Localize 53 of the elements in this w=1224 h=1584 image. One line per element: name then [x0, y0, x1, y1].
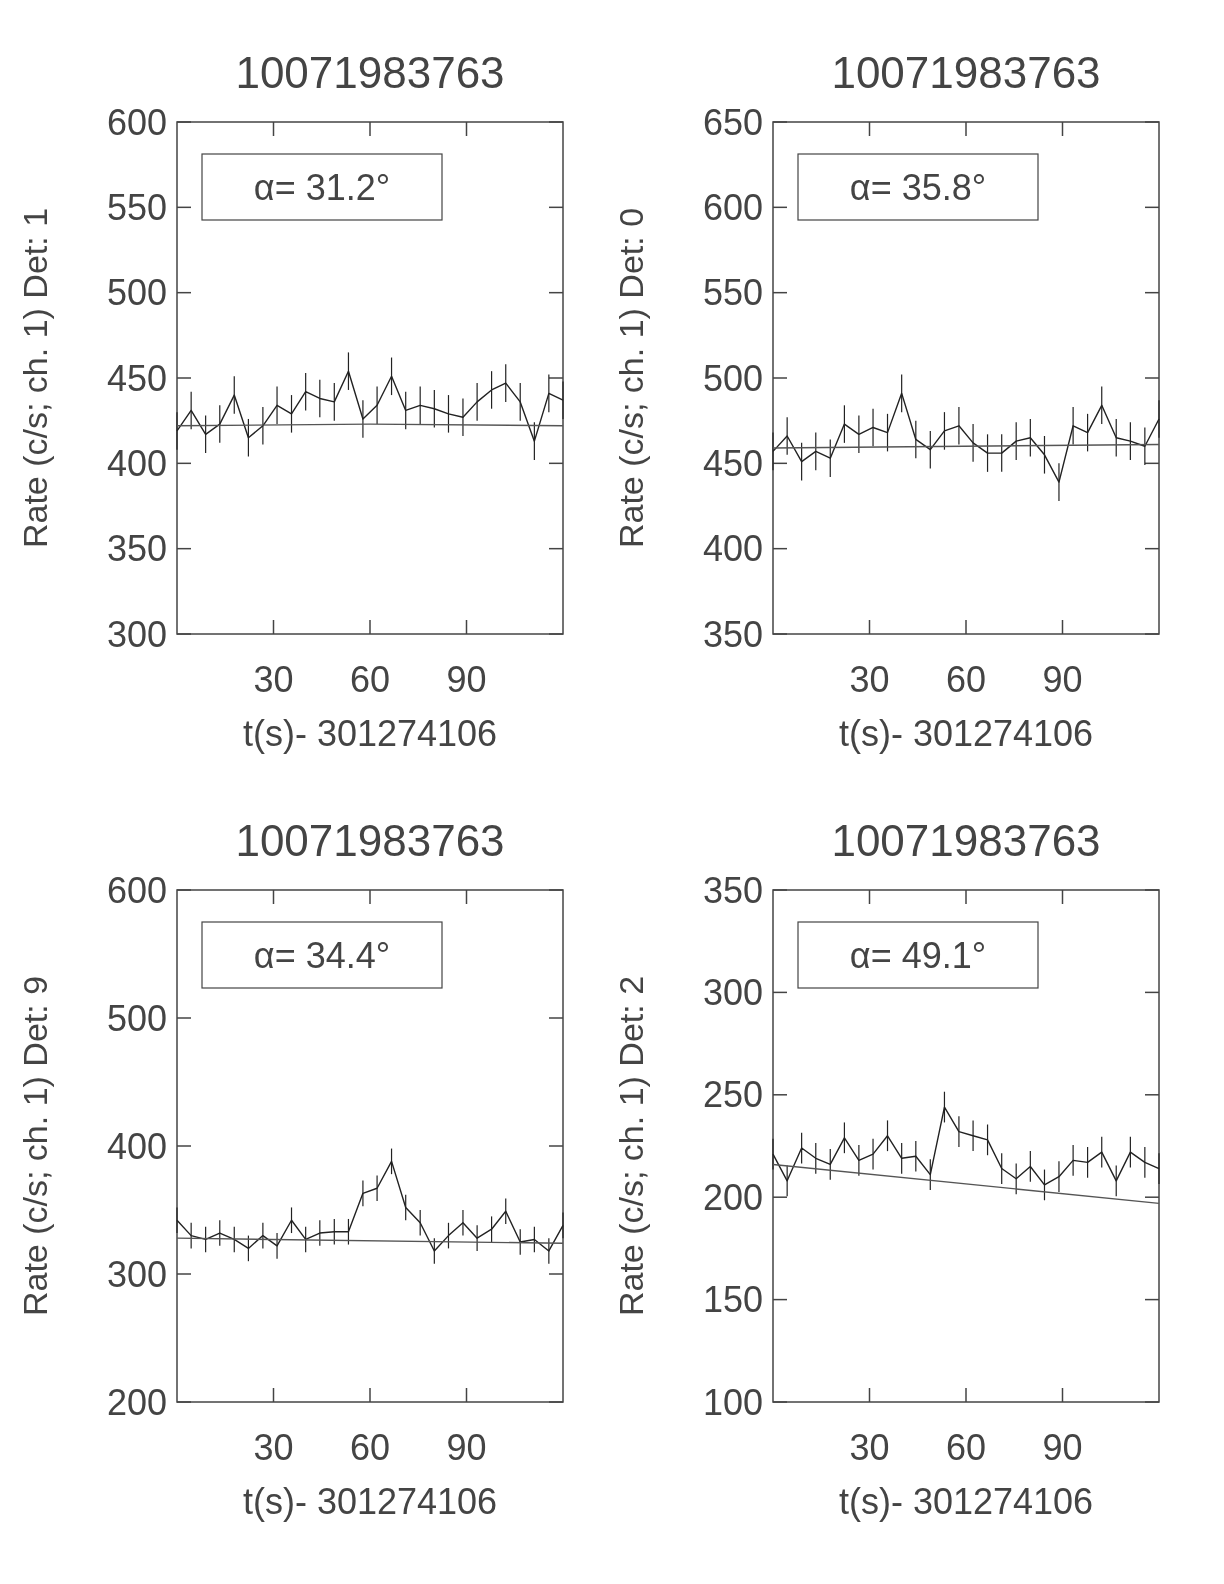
x-tick-label: 90	[446, 659, 487, 700]
x-tick-label: 30	[253, 659, 294, 700]
annotation: α= 31.2°	[253, 166, 391, 208]
y-tick-label: 150	[702, 1279, 763, 1321]
x-tick-label: 60	[349, 659, 391, 700]
x-tick-label: 90	[1042, 1427, 1083, 1468]
x-tick-label: 60	[945, 1427, 987, 1468]
chart-title: 10071983763	[235, 816, 505, 865]
y-axis-title: Rate (c/s; ch. 1) Det: 1	[16, 207, 54, 549]
y-tick-label: 300	[106, 1253, 167, 1295]
x-tick-label: 30	[253, 1427, 294, 1468]
y-tick-label: 650	[702, 101, 763, 143]
y-tick-label: 400	[702, 528, 763, 570]
y-tick-label: 250	[702, 1074, 763, 1116]
annotation: α= 35.8°	[849, 166, 987, 208]
y-axis-title: Rate (c/s; ch. 1) Det: 9	[16, 975, 54, 1317]
y-tick-label: 400	[106, 442, 167, 484]
y-tick-label: 550	[106, 186, 167, 228]
chart-title: 10071983763	[831, 48, 1101, 97]
y-tick-label: 500	[106, 272, 167, 314]
y-tick-label: 600	[702, 186, 763, 228]
annotation: α= 49.1°	[849, 934, 987, 976]
y-axis-title: Rate (c/s; ch. 1) Det: 0	[612, 207, 650, 549]
y-tick-label: 550	[702, 272, 763, 314]
y-tick-label: 300	[702, 972, 763, 1013]
y-tick-label: 300	[106, 613, 167, 655]
x-tick-label: 30	[849, 659, 890, 700]
x-axis-title: t(s)- 301274106	[838, 713, 1094, 754]
x-axis-title: t(s)- 301274106	[242, 713, 498, 754]
y-tick-label: 350	[702, 869, 763, 911]
x-axis-title: t(s)- 301274106	[242, 1481, 498, 1522]
x-axis-title: t(s)- 301274106	[838, 1481, 1094, 1522]
y-tick-label: 600	[106, 869, 167, 911]
y-tick-label: 600	[106, 101, 167, 143]
y-tick-label: 500	[702, 357, 763, 399]
x-tick-label: 90	[446, 1427, 487, 1468]
y-tick-label: 350	[702, 613, 763, 655]
x-tick-label: 60	[349, 1427, 391, 1468]
y-tick-label: 200	[106, 1381, 167, 1423]
chart-title: 10071983763	[831, 816, 1101, 865]
x-tick-label: 60	[945, 659, 987, 700]
y-tick-label: 450	[106, 357, 167, 399]
chart-title: 10071983763	[235, 48, 505, 97]
y-axis-title: Rate (c/s; ch. 1) Det: 2	[612, 975, 650, 1317]
y-tick-label: 100	[702, 1381, 763, 1423]
annotation: α= 34.4°	[253, 934, 391, 976]
y-tick-label: 500	[106, 997, 167, 1039]
y-tick-label: 350	[106, 528, 167, 570]
x-tick-label: 30	[849, 1427, 890, 1468]
y-tick-label: 450	[702, 442, 763, 484]
y-tick-label: 200	[702, 1176, 763, 1218]
x-tick-label: 90	[1042, 659, 1083, 700]
y-tick-label: 400	[106, 1125, 167, 1167]
